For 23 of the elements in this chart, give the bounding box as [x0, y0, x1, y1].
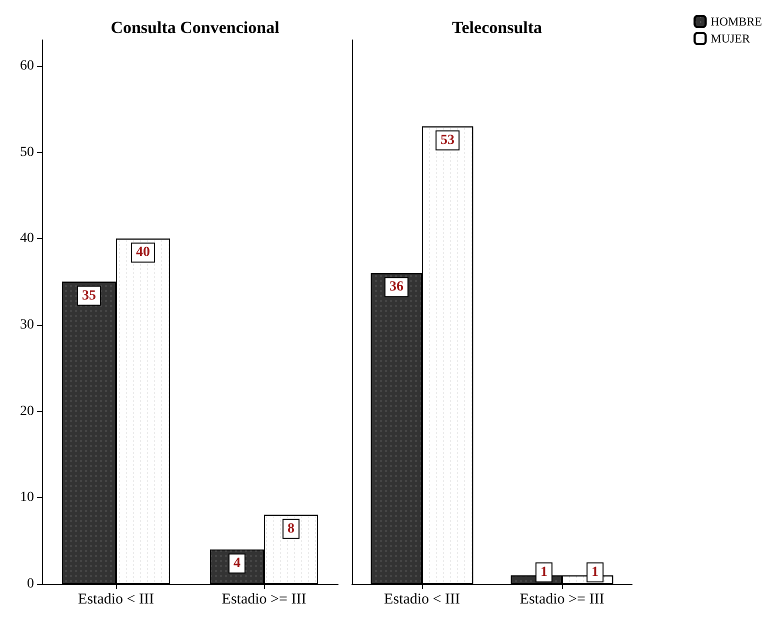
data-label: 8 [288, 521, 295, 536]
legend-label: MUJER [710, 32, 750, 46]
data-label: 53 [440, 132, 455, 148]
y-tick-label: 50 [20, 144, 34, 160]
y-tick-label: 20 [20, 404, 34, 419]
x-tick-label: Estadio < III [384, 592, 460, 608]
data-label: 1 [540, 564, 548, 580]
chart-title: Consulta Convencional [110, 18, 280, 37]
data-label: 36 [389, 280, 404, 295]
y-tick-label: 30 [20, 317, 34, 332]
y-tick-label: 40 [20, 231, 34, 246]
x-tick-label: Estadio >= III [520, 592, 604, 608]
data-label: 40 [136, 245, 150, 260]
legend-label: HOMBRE [710, 14, 762, 28]
x-tick-label: Estadio >= III [222, 592, 306, 608]
y-tick-label: 60 [20, 58, 34, 74]
y-tick-label: 0 [27, 576, 34, 592]
data-label: 35 [82, 288, 96, 304]
y-tick-label: 10 [20, 490, 34, 506]
data-label: 4 [233, 556, 240, 571]
x-tick-label: Estadio < III [78, 592, 154, 608]
chart-title: Teleconsulta [452, 18, 543, 37]
data-label: 1 [592, 564, 599, 580]
